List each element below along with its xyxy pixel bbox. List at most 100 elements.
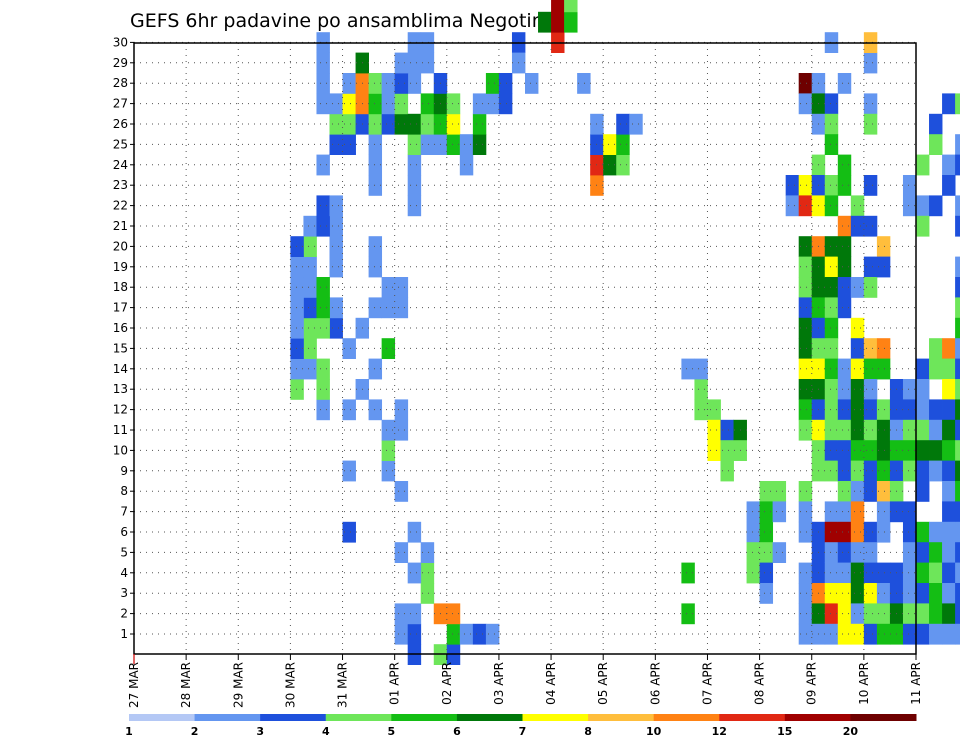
y-tick-label: 23	[113, 178, 128, 192]
heatmap-cell	[863, 338, 878, 359]
heatmap-cell	[538, 11, 552, 33]
heatmap-cell	[876, 521, 891, 543]
heatmap-cell	[837, 501, 852, 523]
heatmap-cell	[876, 399, 891, 421]
heatmap-cell	[929, 419, 943, 441]
heatmap-cell	[942, 379, 956, 400]
colorbar-swatch	[522, 714, 589, 721]
heatmap-cell	[290, 256, 304, 278]
heatmap-cell	[629, 113, 643, 135]
heatmap-cell	[720, 440, 734, 461]
heatmap-cell	[759, 481, 774, 502]
heatmap-cell	[394, 277, 409, 298]
heatmap-cell	[837, 277, 852, 298]
heatmap-cell	[916, 154, 930, 176]
heatmap-cell	[955, 297, 960, 319]
heatmap-cell	[837, 419, 852, 441]
heatmap-cell	[902, 623, 917, 645]
heatmap-cell	[902, 521, 917, 543]
colorbar-tick-label: 7	[519, 725, 527, 738]
heatmap-cell	[446, 113, 461, 135]
heatmap-cell	[459, 134, 474, 155]
heatmap-cell	[394, 399, 409, 421]
y-tick-label: 16	[113, 321, 128, 335]
heatmap-cell	[407, 113, 422, 135]
y-tick-label: 24	[113, 158, 128, 172]
heatmap-cell	[342, 134, 356, 155]
heatmap-cell	[381, 93, 396, 115]
heatmap-cell	[798, 358, 813, 380]
heatmap-cell	[916, 399, 930, 421]
heatmap-cell	[902, 399, 917, 421]
heatmap-cell	[798, 379, 813, 400]
heatmap-cell	[707, 399, 721, 421]
chart-title: GEFS 6hr padavine po ansamblima Negotin	[130, 10, 544, 32]
heatmap-cell	[798, 195, 813, 217]
heatmap-cell	[837, 256, 852, 278]
y-tick-label: 10	[113, 443, 128, 457]
heatmap-cell	[329, 195, 343, 217]
x-tick-label: 07 APR	[701, 662, 715, 705]
heatmap-cell	[342, 338, 356, 359]
heatmap-cell	[863, 440, 878, 461]
heatmap-cell	[759, 583, 774, 604]
heatmap-cell	[902, 440, 917, 461]
heatmap-cell	[837, 460, 852, 482]
heatmap-cell	[759, 521, 774, 543]
heatmap-cell	[303, 277, 317, 298]
heatmap-cell	[929, 583, 943, 604]
heatmap-cell	[316, 277, 330, 298]
heatmap-cell	[902, 379, 917, 400]
colorbar-tick-label: 12	[712, 725, 727, 738]
y-tick-label: 2	[120, 607, 128, 621]
heatmap-cell	[942, 603, 956, 625]
heatmap-cell	[902, 419, 917, 441]
heatmap-cell	[837, 73, 852, 94]
heatmap-cell	[329, 236, 343, 257]
heatmap-cell	[290, 236, 304, 257]
heatmap-cell	[955, 195, 960, 217]
heatmap-cell	[368, 236, 383, 257]
colorbar-tick-label: 10	[646, 725, 662, 738]
heatmap-cell	[824, 562, 839, 584]
heatmap-cell	[316, 317, 330, 339]
heatmap-cell	[407, 195, 422, 217]
heatmap-cell	[929, 562, 943, 584]
heatmap-cell	[303, 256, 317, 278]
heatmap-cell	[824, 195, 839, 217]
heatmap-cell	[316, 215, 330, 237]
heatmap-cell	[863, 419, 878, 441]
heatmap-cell	[394, 542, 409, 563]
heatmap-cell	[824, 399, 839, 421]
heatmap-cell	[929, 521, 943, 543]
heatmap-cell	[955, 338, 960, 359]
heatmap-cell	[407, 73, 422, 94]
heatmap-cell	[955, 501, 960, 523]
heatmap-cell	[290, 379, 304, 400]
heatmap-cell	[746, 501, 760, 523]
heatmap-cell	[955, 399, 960, 421]
heatmap-cell	[420, 113, 435, 135]
heatmap-cell	[420, 562, 435, 584]
heatmap-cell	[916, 195, 930, 217]
heatmap-cell	[616, 134, 630, 155]
colorbar-tick-label: 5	[387, 725, 395, 738]
heatmap-cell	[407, 603, 422, 625]
heatmap-cell	[472, 134, 487, 155]
colorbar-swatch	[653, 714, 720, 721]
heatmap-cell	[368, 399, 383, 421]
heatmap-cell	[798, 603, 813, 625]
heatmap-cell	[837, 440, 852, 461]
y-tick-label: 20	[113, 239, 128, 253]
heatmap-cell	[303, 297, 317, 319]
colorbar-tick-label: 8	[584, 725, 592, 738]
heatmap-cell	[850, 419, 865, 441]
heatmap-cell	[316, 93, 330, 115]
heatmap-cell	[850, 562, 865, 584]
y-tick-label: 21	[113, 219, 128, 233]
heatmap-cell	[850, 317, 865, 339]
heatmap-cell	[824, 379, 839, 400]
heatmap-cell	[329, 256, 343, 278]
heatmap-cell	[746, 521, 760, 543]
heatmap-cell	[850, 215, 865, 237]
